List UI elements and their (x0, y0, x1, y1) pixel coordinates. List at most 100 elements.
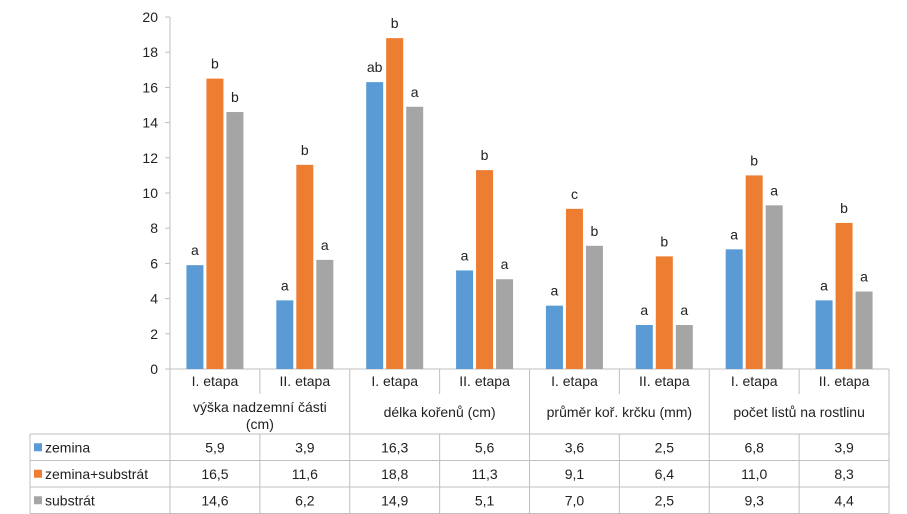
bar (456, 270, 474, 369)
bar (675, 325, 693, 369)
bar (565, 208, 583, 369)
table-cell-value: 5,1 (475, 492, 495, 508)
legend-label: substrát (45, 492, 95, 508)
bar (765, 205, 783, 369)
bar (545, 305, 563, 369)
bar (585, 245, 603, 369)
bar (635, 325, 653, 369)
bar-significance-label: b (211, 56, 219, 72)
table-cell-value: 5,9 (205, 439, 225, 455)
table-cell-value: 11,3 (471, 466, 497, 482)
y-tick-label: 12 (142, 150, 158, 166)
bar-significance-label: b (591, 223, 599, 239)
table-cell-value: 18,8 (381, 466, 408, 482)
table-cell-value: 2,5 (655, 492, 675, 508)
y-tick-label: 16 (142, 79, 158, 95)
bar-significance-label: b (840, 200, 848, 216)
table-cell-value: 14,6 (201, 492, 228, 508)
table-cell-value: 14,9 (381, 492, 408, 508)
x-tick-label: II. etapa (280, 373, 331, 389)
x-tick-label: I. etapa (192, 373, 239, 389)
bar (316, 259, 334, 369)
y-tick-label: 18 (142, 44, 158, 60)
table-cell-value: 11,6 (292, 466, 318, 482)
table-cell-value: 7,0 (565, 492, 585, 508)
bar-significance-label: a (281, 277, 289, 293)
bar (226, 112, 244, 369)
bar-significance-label: a (191, 242, 199, 258)
legend-swatch (34, 496, 42, 505)
bar-significance-label: b (301, 142, 309, 158)
x-tick-label: II. etapa (639, 373, 690, 389)
bar-significance-label: a (551, 283, 559, 299)
data-table: I. etapa II. etapa výška nadzemní části(cm… (29, 369, 890, 514)
x-group-label: výška nadzemní části (193, 399, 327, 415)
bar-significance-label: b (391, 15, 399, 31)
bar (206, 78, 224, 369)
y-tick-label: 20 (142, 9, 158, 25)
bar (496, 279, 514, 369)
x-tick-label: II. etapa (459, 373, 510, 389)
bar-significance-label: a (411, 84, 419, 100)
bar (366, 82, 384, 370)
bar-significance-label: b (750, 152, 758, 168)
bar (725, 249, 743, 369)
table-cell-value: 3,9 (834, 439, 854, 455)
table-cell-value: 6,4 (655, 466, 675, 482)
x-tick-label: I. etapa (731, 373, 778, 389)
bar-significance-label: a (640, 302, 648, 318)
x-tick-label: II. etapa (819, 373, 870, 389)
bar (186, 265, 204, 369)
y-tick-label: 6 (150, 255, 158, 271)
bar (745, 175, 763, 369)
table-cell-value: 4,4 (834, 492, 854, 508)
bar-significance-label: a (501, 256, 509, 272)
legend-label: zemina+substrát (45, 466, 148, 482)
bar-significance-label: b (481, 147, 489, 163)
y-tick-label: 4 (150, 291, 158, 307)
bar (406, 106, 424, 369)
legend-swatch (34, 443, 42, 452)
bar (386, 38, 404, 370)
x-group-label: (cm) (246, 416, 274, 432)
bar (855, 291, 873, 369)
bar (476, 170, 494, 369)
table-cell-value: 3,6 (565, 439, 585, 455)
legend-label: zemina (45, 439, 90, 455)
y-tick-label: 2 (150, 326, 158, 342)
x-tick-label: I. etapa (371, 373, 418, 389)
bar-significance-label: b (660, 233, 668, 249)
table-cell-value: 2,5 (655, 439, 675, 455)
table-cell-value: 9,3 (744, 492, 764, 508)
bar-significance-label: ab (367, 59, 383, 75)
y-tick-label: 0 (150, 361, 158, 377)
bar-significance-label: a (730, 226, 738, 242)
table-cell-value: 16,3 (381, 439, 408, 455)
table-cell-value: 9,1 (565, 466, 585, 482)
bar-significance-label: a (860, 269, 868, 285)
table-cell-value: 3,9 (295, 439, 315, 455)
bar-significance-label: a (770, 182, 778, 198)
bar-significance-label: a (321, 237, 329, 253)
bar-significance-label: b (231, 89, 239, 105)
legend-swatch (34, 469, 42, 478)
bar-significance-label: a (820, 277, 828, 293)
bar-significance-label: a (461, 247, 469, 263)
table-cell-value: 5,6 (475, 439, 495, 455)
table-cell-value: 6,2 (295, 492, 315, 508)
table-cell-value: 11,0 (741, 466, 767, 482)
x-group-label: počet listů na rostlinu (733, 404, 865, 420)
bar-significance-label: c (571, 186, 578, 202)
y-tick-label: 14 (142, 115, 158, 131)
bar (815, 300, 833, 369)
table-cell-value: 8,3 (834, 466, 854, 482)
bar (276, 300, 294, 369)
bar (835, 222, 853, 369)
y-tick-label: 8 (150, 220, 158, 236)
bar-significance-label: a (680, 302, 688, 318)
bar (655, 256, 673, 369)
x-group-label: délka kořenů (cm) (384, 404, 496, 420)
x-group-label: průměr koř. krčku (mm) (547, 404, 692, 420)
